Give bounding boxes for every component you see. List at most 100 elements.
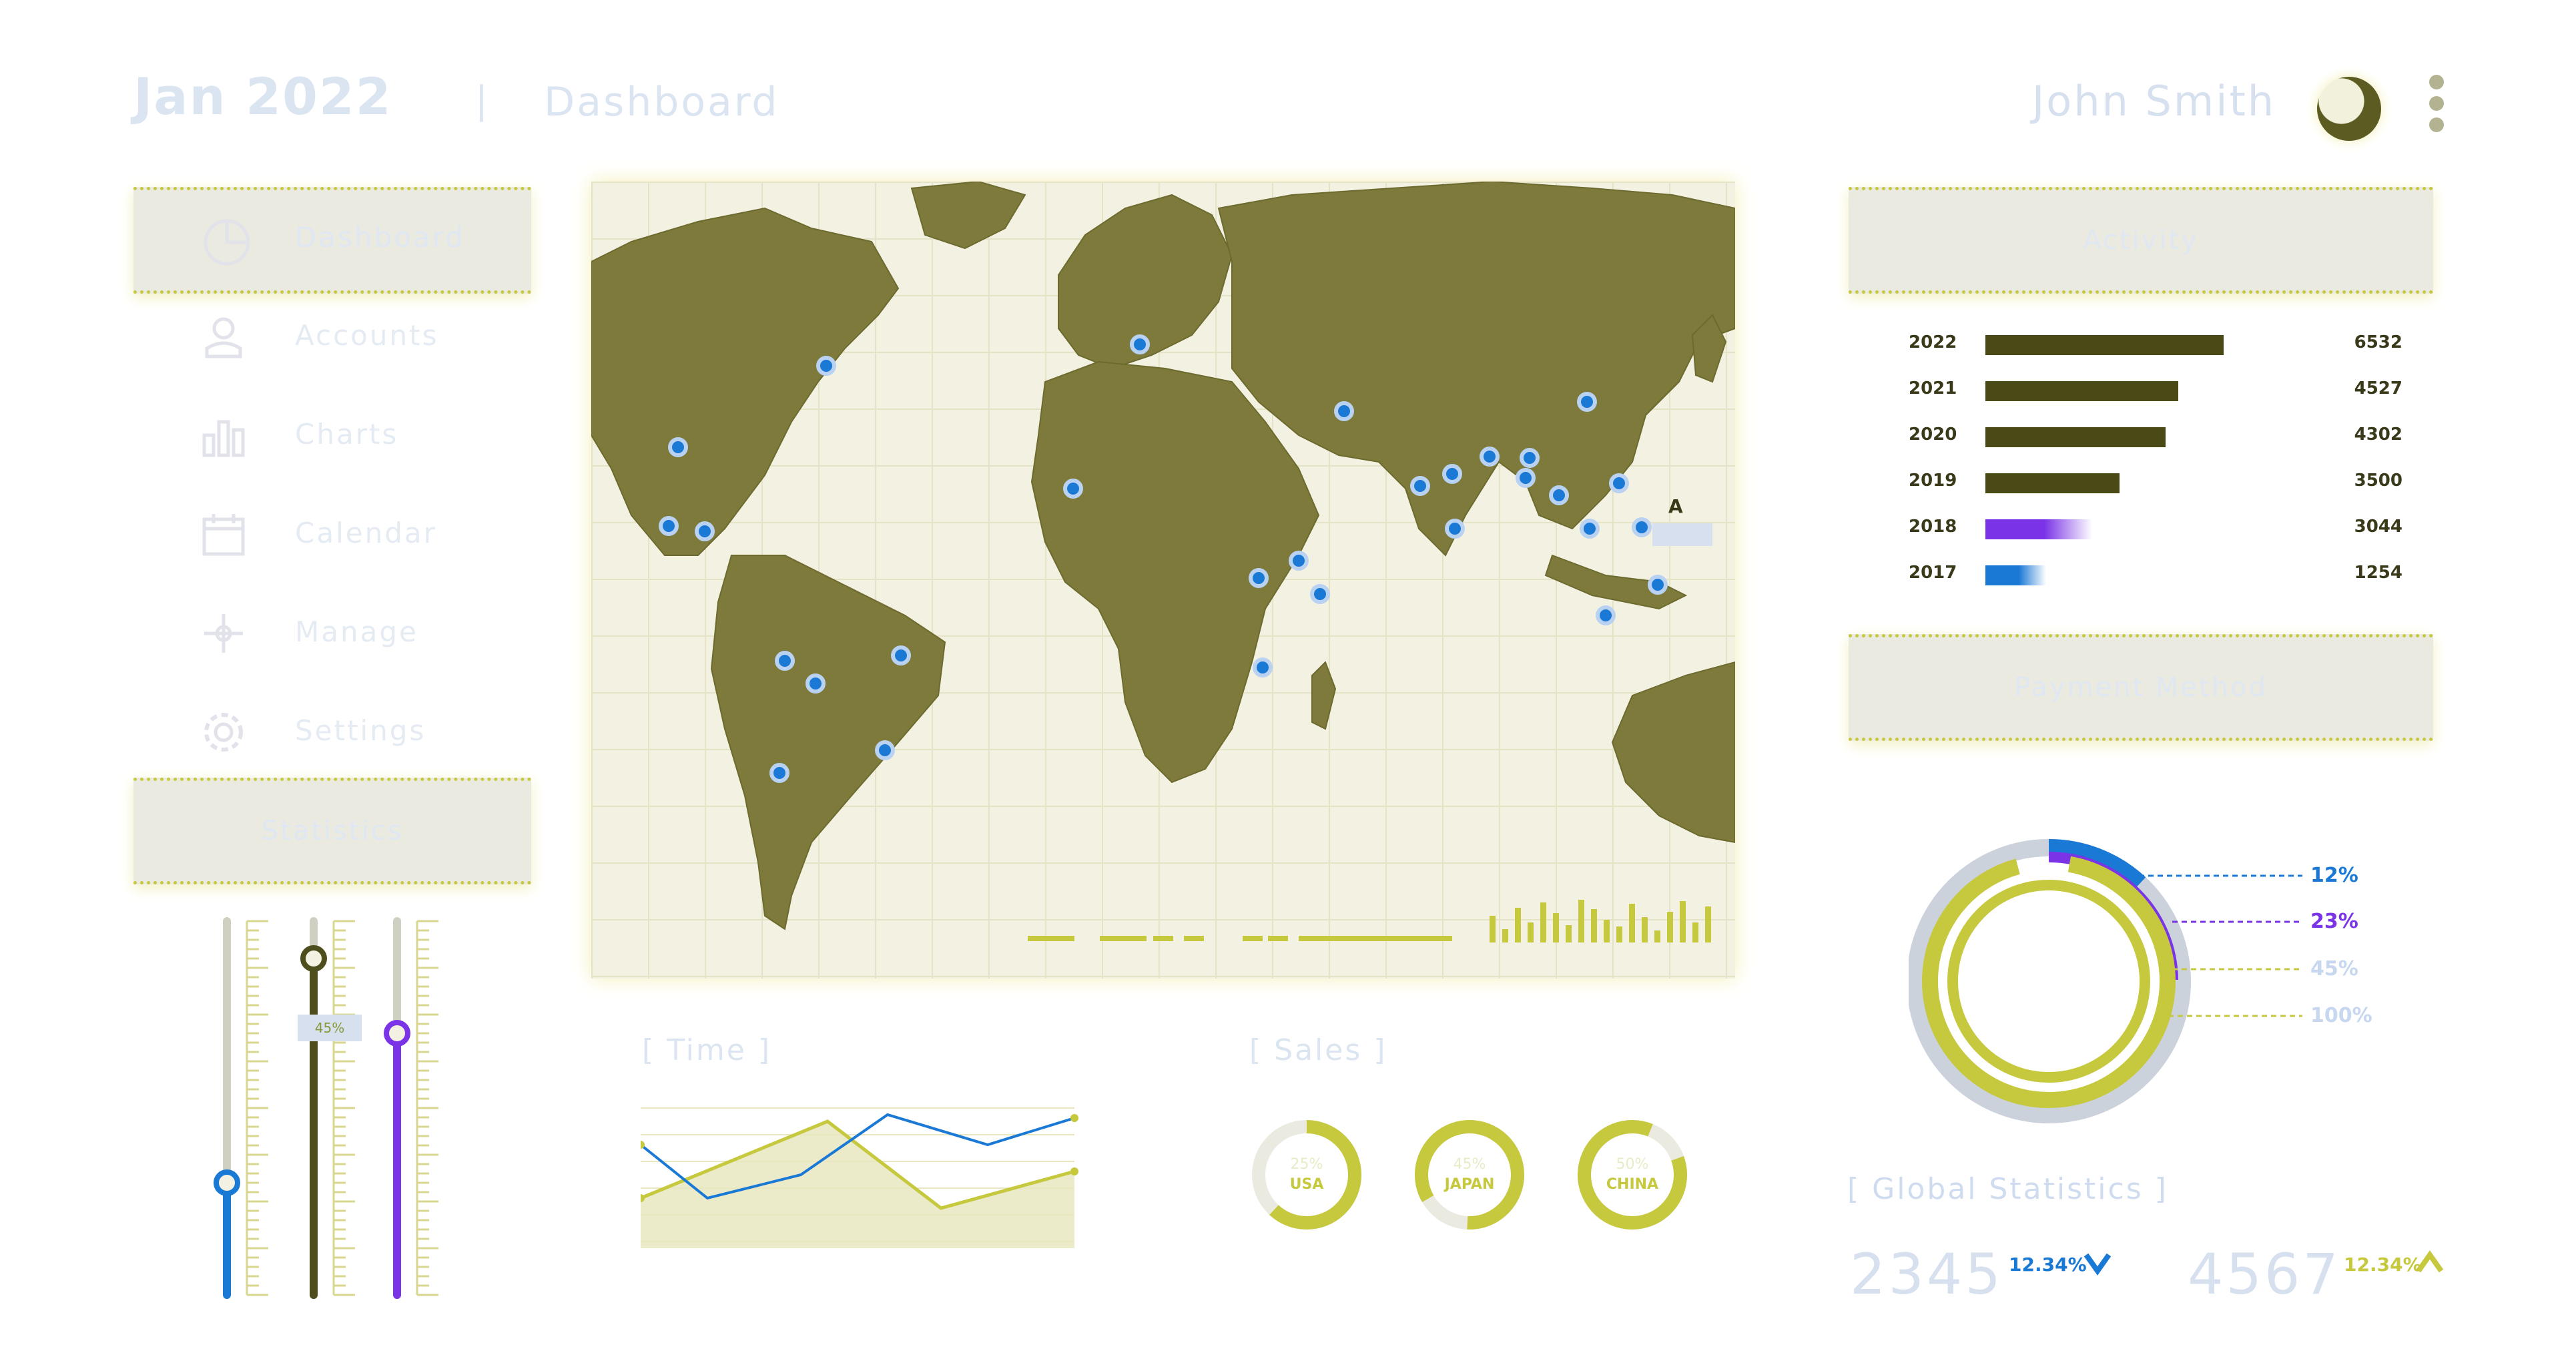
- statistics-panel[interactable]: Statistics: [133, 778, 531, 884]
- activity-value: 6532: [2354, 332, 2402, 352]
- sales-donut-china[interactable]: 50% CHINA: [1572, 1115, 1692, 1235]
- time-label: [ Time ]: [642, 1033, 771, 1067]
- activity-year: 2019: [1909, 471, 1957, 491]
- activity-bar: [1985, 519, 2092, 539]
- sliders-group: [214, 917, 438, 1299]
- activity-value: 3500: [2354, 471, 2402, 491]
- sidebar-item-label: Dashboard: [295, 221, 465, 254]
- activity-bar: [1985, 427, 2166, 447]
- sales-pct: 25%: [1290, 1156, 1323, 1173]
- date-title: Jan 2022: [133, 67, 392, 126]
- activity-year: 2022: [1909, 332, 1957, 352]
- activity-value: 4302: [2354, 425, 2402, 445]
- eq-bar: [1680, 901, 1686, 942]
- sidebar-item-accounts[interactable]: Accounts: [200, 308, 501, 362]
- legend-pct-23: 23%: [2310, 910, 2358, 933]
- sidebar-item-manage[interactable]: Manage: [200, 605, 501, 658]
- eq-bar: [1667, 912, 1673, 942]
- more-options-icon[interactable]: [2429, 75, 2447, 139]
- arrow-down-icon: [2082, 1250, 2113, 1279]
- world-map-svg: [591, 182, 1735, 942]
- sales-country: CHINA: [1606, 1176, 1659, 1193]
- eq-bar: [1616, 926, 1622, 942]
- eq-bar: [1540, 902, 1546, 942]
- sales-label: [ Sales ]: [1249, 1033, 1387, 1067]
- map-tag-label: A: [1668, 495, 1683, 517]
- slider-knob[interactable]: [384, 1020, 410, 1047]
- sidebar-item-label: Charts: [295, 418, 399, 451]
- activity-row: 2019 3500: [1909, 465, 2402, 500]
- eq-bar: [1490, 916, 1496, 942]
- world-map[interactable]: A: [591, 182, 1735, 979]
- activity-title: Activity: [2083, 225, 2199, 256]
- activity-bar: [1985, 381, 2178, 401]
- eq-bar: [1692, 922, 1698, 942]
- sales-donut-japan[interactable]: 45% JAPAN: [1409, 1115, 1530, 1235]
- activity-value: 4527: [2354, 378, 2402, 398]
- sidebar-item-calendar[interactable]: Calendar: [200, 506, 501, 559]
- legend-pct-12: 12%: [2310, 864, 2358, 887]
- page-title: Dashboard: [544, 79, 779, 125]
- global-stat-a-value: 2345: [1850, 1242, 2003, 1307]
- slider-knob[interactable]: [300, 945, 327, 972]
- slider-knob[interactable]: [214, 1169, 240, 1196]
- global-stat-a-pct: 12.34%: [2009, 1254, 2087, 1276]
- slider-tooltip: 45%: [298, 1015, 362, 1041]
- eq-bar: [1553, 913, 1559, 942]
- global-stat-b-pct: 12.34%: [2344, 1254, 2422, 1276]
- eq-bar: [1604, 920, 1610, 942]
- activity-bar: [1985, 473, 2120, 493]
- legend-pct-45: 45%: [2310, 957, 2358, 981]
- sales-donut-usa[interactable]: 25% USA: [1247, 1115, 1367, 1235]
- activity-year: 2021: [1909, 378, 1957, 398]
- eq-bar: [1515, 908, 1521, 942]
- sidebar-item-label: Manage: [295, 615, 418, 648]
- activity-bar: [1985, 335, 2224, 355]
- activity-year: 2018: [1909, 517, 1957, 537]
- user-icon: [200, 314, 247, 360]
- eq-bar: [1528, 922, 1534, 942]
- bar-chart-icon: [200, 413, 247, 459]
- header-separator: |: [475, 79, 488, 122]
- calendar-icon: [200, 511, 247, 558]
- manage-icon: [200, 610, 247, 657]
- activity-bar: [1985, 565, 2046, 585]
- statistics-label: Statistics: [261, 816, 404, 846]
- sidebar-item-label: Calendar: [295, 517, 437, 549]
- sidebar-item-settings[interactable]: Settings: [200, 704, 501, 757]
- activity-row: 2020 4302: [1909, 419, 2402, 454]
- time-chart[interactable]: [641, 1088, 1081, 1255]
- eq-bar: [1566, 925, 1572, 942]
- sales-country: USA: [1289, 1176, 1324, 1193]
- global-statistics-label: [ Global Statistics ]: [1847, 1172, 2168, 1206]
- payment-title: Payment Method: [2014, 672, 2268, 703]
- sales-pct: 45%: [1453, 1156, 1486, 1173]
- eq-bar: [1578, 900, 1584, 942]
- activity-row: 2022 6532: [1909, 327, 2402, 362]
- eq-bar: [1654, 930, 1660, 942]
- eq-bar: [1502, 929, 1508, 942]
- user-name[interactable]: John Smith: [2032, 77, 2276, 125]
- avatar[interactable]: [2317, 77, 2381, 141]
- arrow-up-icon: [2414, 1250, 2445, 1279]
- activity-year: 2020: [1909, 425, 1957, 445]
- activity-row: 2021 4527: [1909, 373, 2402, 408]
- global-stat-b-value: 4567: [2188, 1242, 2341, 1307]
- payment-panel[interactable]: Payment Method: [1849, 634, 2433, 741]
- gear-icon: [200, 709, 247, 756]
- sidebar-item-label: Accounts: [295, 319, 439, 352]
- eq-bar: [1642, 917, 1648, 942]
- activity-panel[interactable]: Activity: [1849, 187, 2433, 294]
- payment-chart[interactable]: [1909, 788, 2376, 1135]
- sidebar-item-label: Settings: [295, 714, 426, 747]
- activity-year: 2017: [1909, 563, 1957, 583]
- sidebar-item-dashboard[interactable]: Dashboard: [133, 187, 531, 294]
- eq-bar: [1629, 904, 1635, 942]
- eq-bar: [1591, 909, 1597, 942]
- sales-country: JAPAN: [1444, 1176, 1495, 1193]
- legend-pct-100: 100%: [2310, 1004, 2372, 1027]
- sales-pct: 50%: [1616, 1156, 1649, 1173]
- activity-row: 2018 3044: [1909, 511, 2402, 546]
- sidebar-item-charts[interactable]: Charts: [200, 407, 501, 461]
- eq-bar: [1705, 906, 1711, 942]
